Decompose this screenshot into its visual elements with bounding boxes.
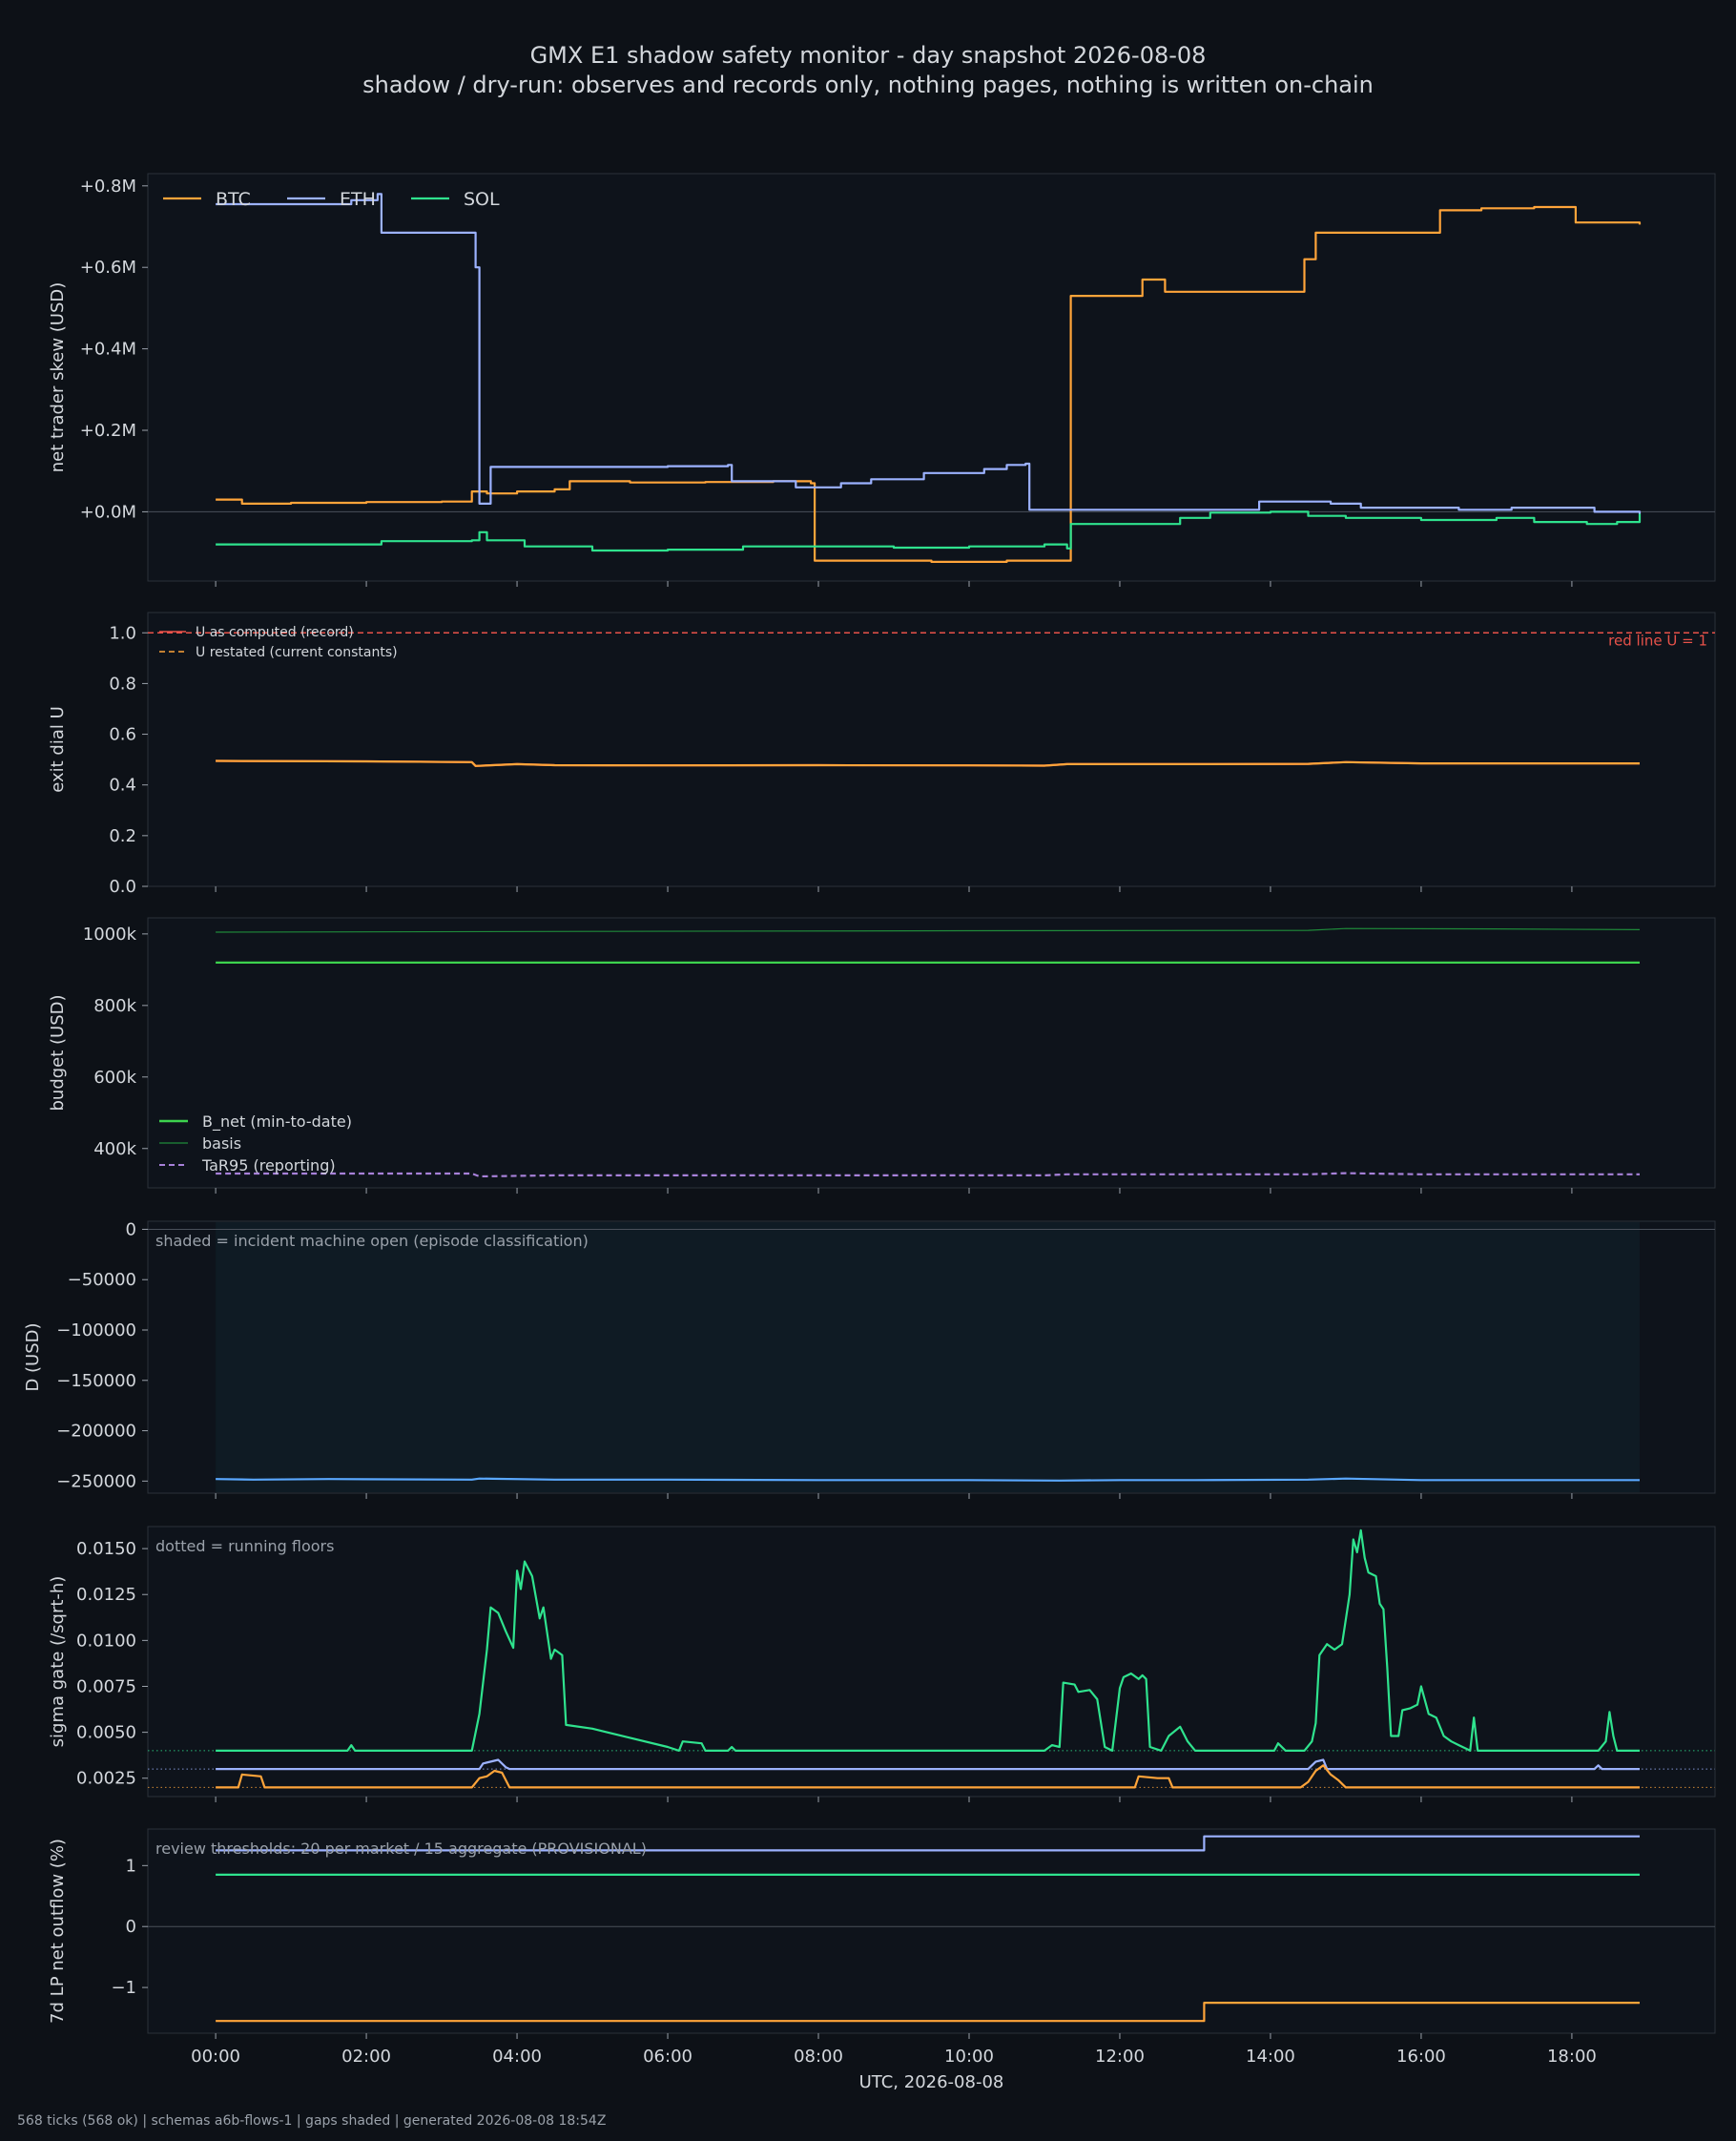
series-line-sol [216, 510, 1642, 552]
red-line-label: red line U = 1 [1608, 632, 1707, 649]
y-tick-label: 0.0125 [76, 1585, 136, 1605]
panel-4: 0 −50000 −100000 −150000 −200000 −250000 D (US… [23, 1219, 1716, 1499]
series-line-eth [216, 1758, 1640, 1771]
series-line-sol [216, 1528, 1640, 1752]
panel-frame [147, 1828, 1716, 2034]
y-tick-label: 1000k [83, 925, 137, 945]
y-tick-label: +0.0M [80, 502, 136, 522]
legend: B_net (min-to-date) basis TaR95 (reporting… [159, 1112, 352, 1174]
panel-5: 0.0025 0.0050 0.0075 0.0100 0.0125 0.0150 sigm… [48, 1526, 1716, 1802]
figure-title: GMX E1 shadow safety monitor - day snaps… [530, 42, 1207, 69]
series-line-btc [216, 1764, 1640, 1789]
series-line-eth [216, 1835, 1640, 1852]
y-tick-label: −200000 [56, 1422, 136, 1442]
y-tick-label: 0.0050 [76, 1723, 136, 1743]
y-axis-label: sigma gate (/sqrt-h) [48, 1576, 68, 1748]
y-tick-label: 0 [126, 1219, 136, 1239]
series-line-u-restated-current-constants- [216, 759, 1640, 767]
x-axis-label: UTC, 2026-08-08 [859, 2072, 1004, 2092]
panel-frame [147, 1526, 1716, 1798]
y-tick-label: 0.6 [109, 725, 136, 745]
y-tick-label: 1.0 [109, 623, 136, 643]
y-tick-label: +0.4M [80, 340, 136, 360]
y-tick-label: 0.8 [109, 674, 136, 694]
legend-label-sol: SOL [464, 189, 500, 210]
x-tick-label: 02:00 [341, 2047, 391, 2067]
y-tick-label: 0.0100 [76, 1631, 136, 1651]
series-line-tar95-reporting- [216, 1172, 1640, 1178]
x-tick-label: 06:00 [643, 2047, 692, 2067]
x-tick-label: 18:00 [1547, 2047, 1597, 2067]
y-tick-label: 600k [93, 1068, 136, 1088]
x-tick-label: 04:00 [492, 2047, 542, 2067]
y-axis-label: 7d LP net outflow (%) [48, 1839, 68, 2024]
y-tick-label: 0 [126, 1917, 136, 1937]
y-tick-label: 1 [126, 1856, 136, 1876]
y-tick-label: 800k [93, 996, 136, 1016]
series-line-btc [216, 205, 1642, 563]
incident-shade [216, 1222, 1641, 1492]
legend-label-btc: BTC [216, 189, 251, 210]
y-tick-label: 0.0075 [76, 1676, 136, 1696]
y-axis-label: net trader skew (USD) [48, 282, 68, 473]
y-tick-label: −250000 [56, 1471, 136, 1491]
legend: U as computed (record) U restated (curren… [159, 625, 398, 660]
y-tick-label: −150000 [56, 1371, 136, 1391]
series-line-basis [216, 927, 1641, 933]
y-tick-label: 0.0 [109, 877, 136, 897]
legend-label: U restated (current constants) [196, 645, 398, 660]
panel-annotation: dotted = running floors [155, 1537, 334, 1555]
panel-annotation: shaded = incident machine open (episode … [155, 1232, 589, 1250]
y-tick-label: 0.2 [109, 826, 136, 846]
x-tick-label: 12:00 [1095, 2047, 1145, 2067]
legend-label: B_net (min-to-date) [202, 1112, 352, 1132]
figure-subtitle: shadow / dry-run: observes and records o… [362, 72, 1374, 98]
series-line-d [216, 1477, 1640, 1482]
y-tick-label: 0.0025 [76, 1769, 136, 1789]
panel-3: 400k 600k 800k 1000k budget (USD) B_net (min-… [48, 917, 1716, 1194]
panel-frame [147, 173, 1716, 582]
legend: BTC ETH SOL [163, 189, 500, 210]
legend-label: basis [202, 1134, 241, 1153]
y-tick-label: −100000 [56, 1320, 136, 1341]
x-tick-label: 14:00 [1246, 2047, 1295, 2067]
legend-label: TaR95 (reporting) [201, 1156, 336, 1174]
panel-2: 0.0 0.2 0.4 0.6 0.8 1.0 exit dial U red line U … [48, 612, 1716, 897]
panel-1: +0.0M +0.2M +0.4M +0.6M +0.8M net trader skew… [48, 173, 1716, 587]
y-tick-label: +0.2M [80, 421, 136, 441]
panel-frame [147, 917, 1716, 1189]
y-tick-label: 400k [93, 1139, 136, 1159]
y-tick-label: +0.6M [80, 258, 136, 278]
series-line-btc [216, 2002, 1640, 2023]
x-tick-label: 08:00 [794, 2047, 843, 2067]
x-tick-label: 10:00 [944, 2047, 994, 2067]
panel-frame [147, 612, 1716, 887]
y-axis-label: exit dial U [48, 706, 68, 793]
y-tick-label: +0.8M [80, 177, 136, 197]
panels: +0.0M +0.2M +0.4M +0.6M +0.8M net trader skew… [23, 173, 1716, 2092]
y-axis-label: budget (USD) [48, 994, 68, 1111]
panel-annotation: review thresholds: 20 per market / 15 ag… [155, 1840, 647, 1858]
y-tick-label: −50000 [68, 1270, 136, 1290]
x-tick-label: 16:00 [1396, 2047, 1446, 2067]
x-tick-label: 00:00 [191, 2047, 240, 2067]
y-tick-label: −1 [111, 1978, 136, 1998]
footer-status: 568 ticks (568 ok) | schemas a6b-flows-1… [17, 2113, 606, 2129]
legend-label-eth: ETH [340, 189, 376, 210]
legend-label: U as computed (record) [196, 625, 354, 640]
y-tick-label: 0.4 [109, 776, 136, 796]
y-tick-label: 0.0150 [76, 1539, 136, 1559]
y-axis-label: D (USD) [23, 1322, 43, 1391]
series-line-eth [216, 193, 1642, 514]
panel-6: −1 0 1 7d LP net outflow (%) review threshol… [48, 1828, 1716, 2092]
